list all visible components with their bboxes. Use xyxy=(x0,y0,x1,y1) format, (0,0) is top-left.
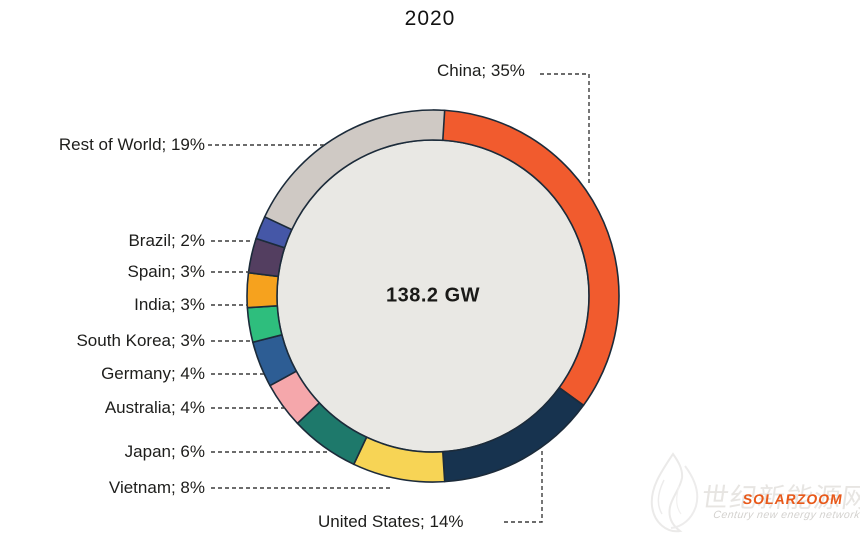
leader-line-china xyxy=(540,73,590,185)
slice-label-vietnam: Vietnam; 8% xyxy=(108,478,205,497)
slice-label-japan: Japan; 6% xyxy=(124,442,205,461)
donut-slices xyxy=(246,109,620,483)
donut-center-value: 138.2 GW xyxy=(385,284,481,307)
slice-rest-of-world xyxy=(263,109,446,231)
slice-label-china: China; 35% xyxy=(437,61,525,80)
slice-label-australia: Australia; 4% xyxy=(104,398,205,417)
slice-label-brazil: Brazil; 2% xyxy=(128,231,205,250)
slice-south-korea xyxy=(246,305,283,344)
chart-title: 2020 xyxy=(404,7,456,30)
slice-label-rest-of-world: Rest of World; 19% xyxy=(58,135,205,154)
slice-label-spain: Spain; 3% xyxy=(127,262,206,281)
slice-label-united-states: United States; 14% xyxy=(318,512,464,531)
slice-label-india: India; 3% xyxy=(134,295,205,314)
slice-label-germany: Germany; 4% xyxy=(101,364,205,383)
slice-india xyxy=(246,271,280,309)
leader-lines xyxy=(208,73,590,523)
leader-line-united-states xyxy=(504,450,543,523)
slice-label-south-korea: South Korea; 3% xyxy=(76,331,205,350)
